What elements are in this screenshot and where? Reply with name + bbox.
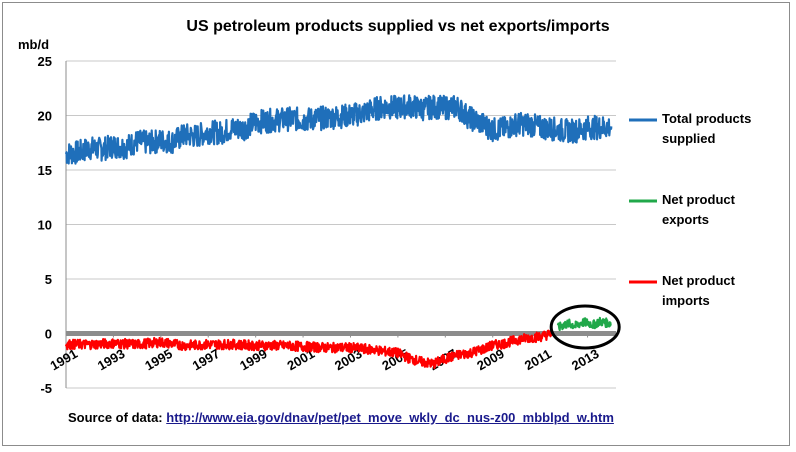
series-lines xyxy=(64,94,621,370)
x-tick-label: 1991 xyxy=(47,346,80,373)
legend-label: Net product xyxy=(662,192,736,207)
y-tick-label: 20 xyxy=(38,109,52,124)
legend-label: Net product xyxy=(662,273,736,288)
y-tick-label: 15 xyxy=(38,163,52,178)
series-line-1 xyxy=(64,94,613,165)
x-tick-label: 1995 xyxy=(142,346,175,373)
y-axis-label: mb/d xyxy=(18,37,49,52)
x-tick-label: 2011 xyxy=(522,346,554,373)
y-tick-label: 0 xyxy=(45,327,52,342)
x-tick-label: 1993 xyxy=(95,346,128,373)
legend-label: exports xyxy=(662,212,709,227)
source-note: Source of data: http://www.eia.gov/dnav/… xyxy=(68,410,614,425)
legend-label: imports xyxy=(662,293,710,308)
legend: Total products supplied Net product exports… xyxy=(629,111,751,308)
y-tick-label: -5 xyxy=(40,381,52,396)
highlight-ellipse xyxy=(549,304,621,350)
y-tick-label: 10 xyxy=(38,218,52,233)
y-tick-label: 5 xyxy=(45,272,52,287)
legend-label: supplied xyxy=(662,131,716,146)
legend-label: Total products xyxy=(662,111,751,126)
y-tick-label: 25 xyxy=(38,54,52,69)
source-label: Source of data: xyxy=(68,410,167,425)
chart-title: US petroleum products supplied vs net ex… xyxy=(186,18,610,35)
y-axis: -5 0 5 10 15 20 25 mb/d xyxy=(18,37,67,396)
series-line-2 xyxy=(556,316,613,332)
x-tick-label: 2013 xyxy=(569,346,602,373)
series-line-3 xyxy=(64,329,554,370)
source-link[interactable]: http://www.eia.gov/dnav/pet/pet_move_wkl… xyxy=(166,410,614,425)
